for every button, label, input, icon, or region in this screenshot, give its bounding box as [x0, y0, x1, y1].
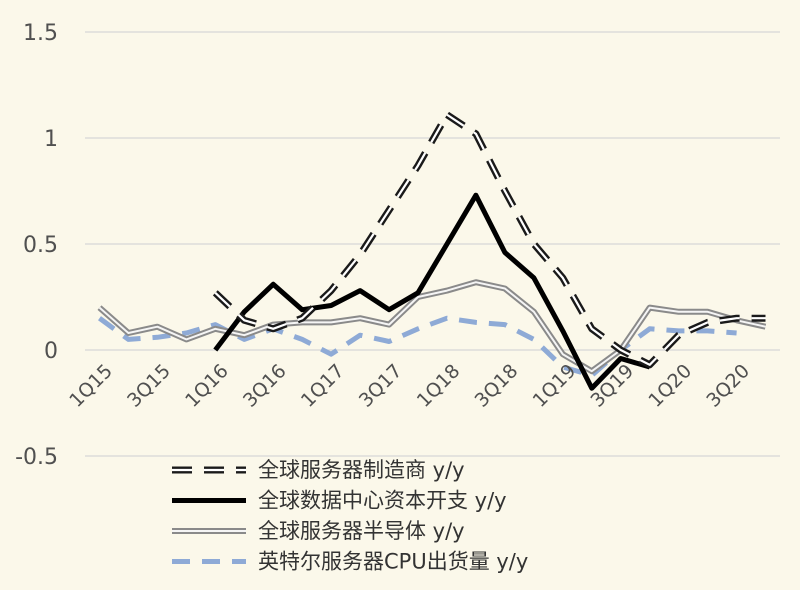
legend-label: 全球服务器制造商 y/y: [258, 458, 465, 482]
series-path: [97, 279, 767, 375]
x-tick-label: 3Q18: [471, 360, 523, 412]
legend-item: 全球数据中心资本开支 y/y: [172, 489, 507, 513]
x-tick-label: 1Q17: [297, 360, 349, 412]
series-path: [213, 192, 651, 391]
series-path: [98, 315, 737, 378]
legend-item: 英特尔服务器CPU出货量 y/y: [172, 550, 528, 574]
series-lines: [97, 111, 767, 391]
legend-label: 英特尔服务器CPU出货量 y/y: [258, 550, 528, 574]
gridlines: [85, 31, 780, 457]
series-path: [212, 111, 766, 369]
legend-label: 全球服务器半导体 y/y: [258, 519, 465, 543]
legend-item: 全球服务器半导体 y/y: [172, 519, 465, 543]
y-tick-label: 0: [44, 339, 58, 364]
y-axis-ticks: -0.5 0 0.5 1 1.5: [15, 21, 58, 470]
x-tick-label: 3Q20: [702, 360, 754, 412]
x-tick-label: 1Q20: [644, 360, 696, 412]
series-line-0: [212, 111, 766, 369]
x-tick-label: 3Q15: [123, 360, 175, 412]
x-tick-label: 3Q17: [355, 360, 407, 412]
x-tick-label: 3Q16: [239, 360, 291, 412]
series-line-1: [213, 192, 651, 391]
y-tick-label: 0.5: [23, 233, 58, 258]
y-tick-label: 1.5: [23, 21, 58, 46]
y-tick-label: 1: [44, 127, 58, 152]
x-tick-label: 1Q16: [181, 360, 233, 412]
x-tick-label: 1Q18: [413, 360, 465, 412]
series-path: [98, 281, 766, 373]
legend-label: 全球数据中心资本开支 y/y: [258, 489, 507, 513]
legend: 全球服务器制造商 y/y 全球数据中心资本开支 y/y 全球服务器半导体 y/y 英特…: [172, 458, 528, 574]
legend-item: 全球服务器制造商 y/y: [172, 458, 465, 482]
series-line-3: [98, 315, 737, 378]
series-path: [214, 113, 766, 366]
x-tick-label: 1Q15: [65, 360, 117, 412]
series-line-2: [97, 279, 767, 375]
y-tick-label: -0.5: [15, 445, 58, 470]
